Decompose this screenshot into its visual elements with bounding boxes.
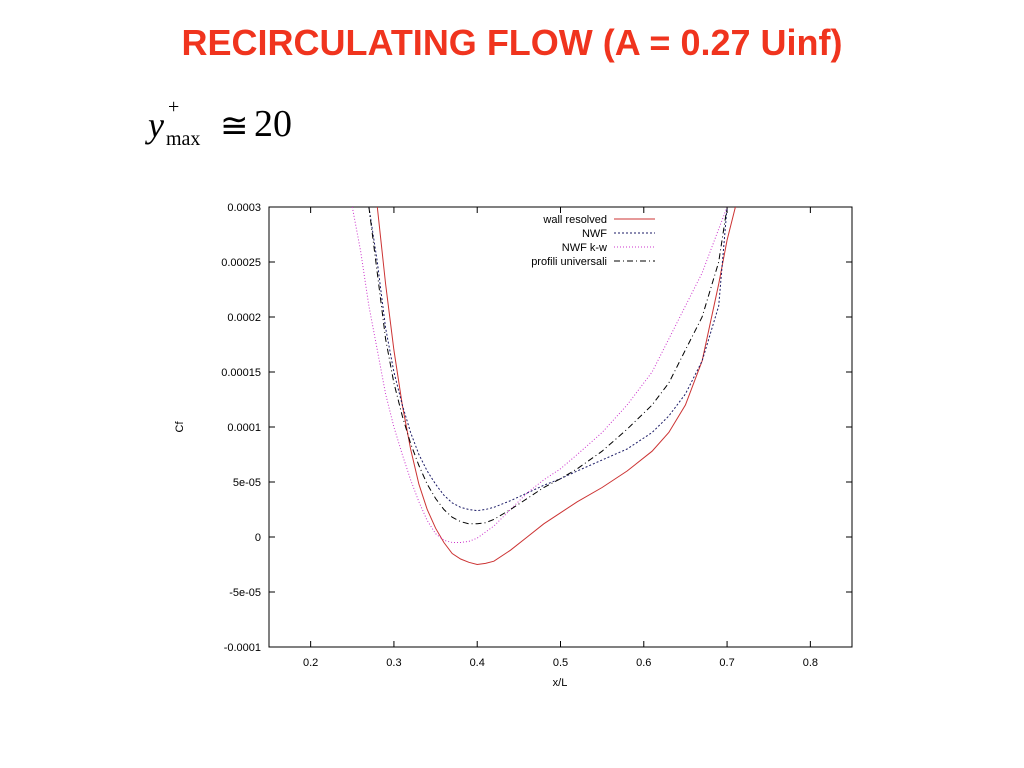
formula-value: 20 xyxy=(254,103,292,145)
legend-label: NWF k-w xyxy=(562,242,607,254)
formula-variable: y xyxy=(148,105,164,145)
y-tick-label: 0.00025 xyxy=(221,257,261,269)
legend: wall resolved NWF NWF k-w profili universal… xyxy=(531,214,655,268)
slide-title: RECIRCULATING FLOW (A = 0.27 Uinf) xyxy=(181,22,843,63)
y-tick-label: 0.0003 xyxy=(227,202,261,214)
y-tick-label: 0.00015 xyxy=(221,367,261,379)
x-axis: 0.2 0.3 0.4 0.5 0.6 0.7 0.8 xyxy=(303,207,818,669)
x-tick-label: 0.2 xyxy=(303,657,318,669)
x-tick-label: 0.3 xyxy=(386,657,401,669)
x-tick-label: 0.4 xyxy=(470,657,485,669)
series-line-wall-resolved xyxy=(376,207,736,566)
series-line-profili-universali xyxy=(368,207,728,525)
yplus-max-formula: y + max ≅ 20 xyxy=(148,96,348,158)
y-tick-label: 0 xyxy=(255,532,261,544)
legend-label: wall resolved xyxy=(542,214,607,226)
series-lines xyxy=(351,207,736,566)
legend-label: NWF xyxy=(582,228,607,240)
formula-superscript: + xyxy=(168,96,180,118)
x-axis-label: x/L xyxy=(553,677,568,689)
x-tick-label: 0.5 xyxy=(553,657,568,669)
x-tick-label: 0.7 xyxy=(719,657,734,669)
y-tick-label: 0.0002 xyxy=(227,312,261,324)
y-tick-label: -5e-05 xyxy=(229,587,261,599)
y-tick-label: 0.0001 xyxy=(227,422,261,434)
y-axis-label: Cf xyxy=(174,421,186,433)
legend-label: profili universali xyxy=(531,256,607,268)
y-tick-label: 5e-05 xyxy=(233,477,261,489)
plot-frame xyxy=(268,206,853,648)
series-line-nwf xyxy=(368,207,728,512)
y-axis: -0.0001 -5e-05 0 5e-05 0.0001 0.00015 0.0002 0.… xyxy=(221,202,852,654)
x-tick-label: 0.6 xyxy=(636,657,651,669)
formula-subscript: max xyxy=(166,128,201,150)
y-tick-label: -0.0001 xyxy=(224,642,261,654)
formula-relation: ≅ xyxy=(220,108,249,145)
x-tick-label: 0.8 xyxy=(803,657,818,669)
